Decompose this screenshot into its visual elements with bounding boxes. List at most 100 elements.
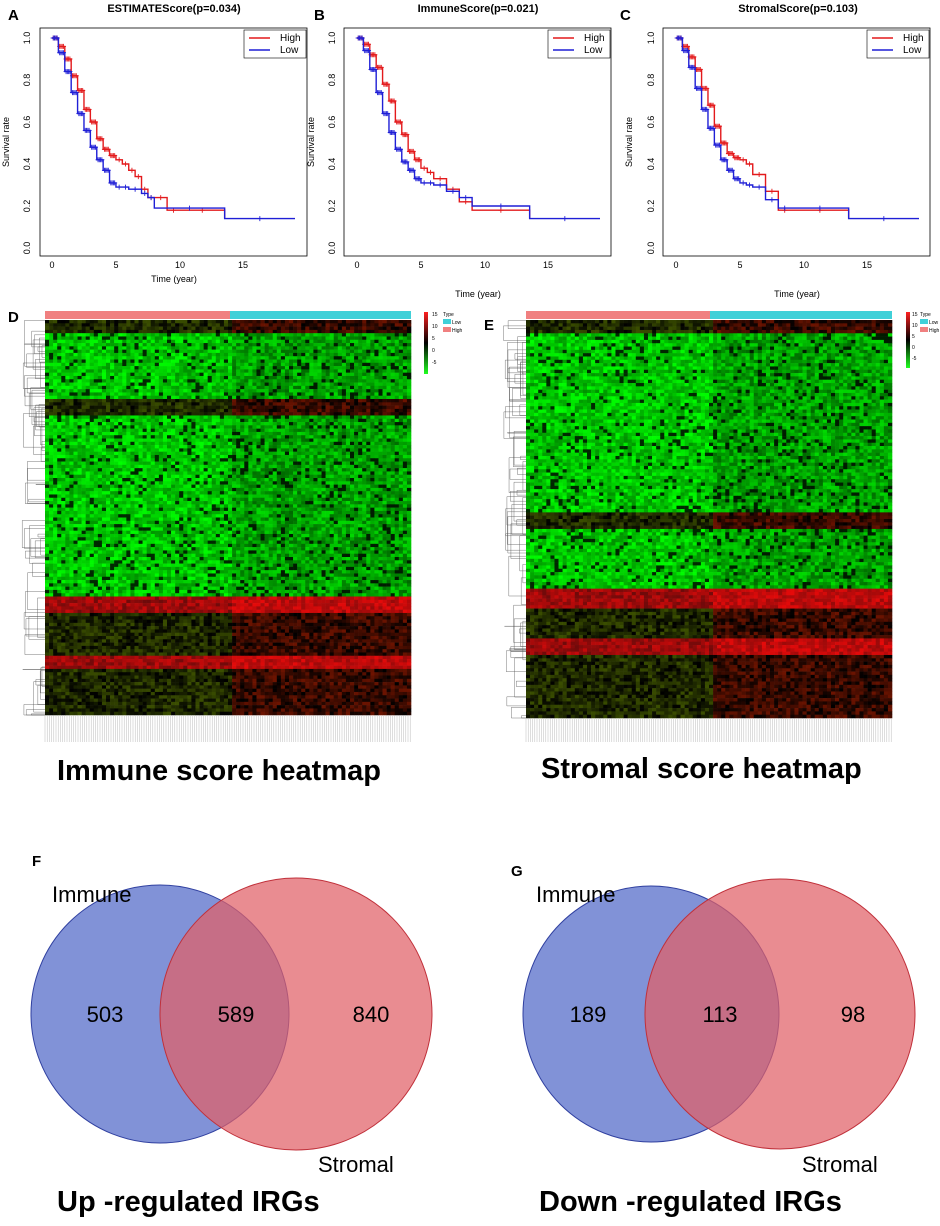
heatmap-cell	[53, 418, 58, 423]
heatmap-cell	[252, 382, 257, 387]
heatmap-cell	[73, 329, 78, 334]
heatmap-cell	[305, 352, 310, 357]
heatmap-cell	[366, 481, 371, 485]
heatmap-cell	[260, 346, 265, 350]
heatmap-cell	[215, 412, 221, 416]
heatmap-cell	[162, 445, 168, 449]
heatmap-cell	[211, 349, 217, 354]
heatmap-cell	[321, 471, 326, 476]
heatmap-cell	[154, 382, 160, 387]
heatmap-cell	[362, 474, 367, 479]
heatmap-cell	[309, 464, 314, 469]
heatmap-cell	[390, 464, 396, 469]
heatmap-cell	[329, 369, 335, 373]
heatmap-cell	[223, 399, 229, 403]
heatmap-cell	[382, 464, 387, 469]
heatmap-cell	[354, 356, 359, 360]
heatmap-cell	[219, 478, 225, 482]
dendrogram-branch	[34, 334, 45, 354]
heatmap-cell	[114, 333, 119, 337]
heatmap-cell	[65, 428, 70, 433]
heatmap-cell	[301, 336, 306, 341]
heatmap-cell	[337, 323, 343, 327]
heatmap-cell	[313, 356, 318, 360]
heatmap-cell	[232, 478, 237, 482]
heatmap-cell	[374, 372, 379, 377]
heatmap-cell	[236, 428, 241, 433]
heatmap-cell	[61, 382, 66, 387]
dendrogram-branch	[24, 388, 45, 407]
heatmap-cell	[333, 329, 339, 334]
heatmap-cell	[390, 425, 396, 429]
heatmap-cell	[333, 352, 339, 357]
heatmap-cell	[179, 352, 184, 357]
heatmap-cell	[345, 454, 351, 459]
heatmap-cell	[81, 320, 86, 324]
heatmap-cell	[154, 333, 160, 337]
heatmap-cell	[73, 356, 78, 360]
heatmap-cell	[183, 468, 188, 472]
heatmap-cell	[53, 369, 58, 373]
heatmap-cell	[73, 333, 78, 337]
heatmap-cell	[93, 435, 99, 439]
heatmap-cell	[207, 349, 213, 354]
heatmap-cell	[325, 415, 330, 420]
censor-mark	[80, 111, 86, 117]
heatmap-cell	[260, 356, 265, 360]
heatmap-cell	[191, 431, 196, 436]
heatmap-cell	[61, 329, 66, 334]
heatmap-cell	[272, 382, 278, 387]
heatmap-cell	[386, 438, 391, 443]
heatmap-cell	[81, 402, 86, 406]
heatmap-cell	[280, 349, 286, 354]
heatmap-cell	[366, 379, 371, 383]
censor-mark	[142, 186, 148, 192]
heatmap-cell	[57, 356, 62, 360]
heatmap-cell	[394, 399, 400, 403]
heatmap-cell	[126, 346, 131, 350]
heatmap-cell	[187, 445, 192, 449]
heatmap-cell	[65, 418, 70, 423]
heatmap-cell	[358, 454, 363, 459]
heatmap-cell	[264, 362, 269, 367]
heatmap-cell	[61, 461, 66, 466]
heatmap-cell	[309, 402, 314, 406]
heatmap-cell	[293, 412, 298, 416]
heatmap-cell	[183, 422, 188, 426]
heatmap-cell	[244, 412, 249, 416]
heatmap-cell	[203, 336, 208, 341]
ytick-label: 0.0	[646, 242, 656, 255]
heatmap-cell	[122, 323, 127, 327]
xtick-label: 15	[862, 260, 872, 270]
heatmap-cell	[114, 454, 119, 459]
heatmap-cell	[89, 468, 95, 472]
heatmap-cell	[118, 425, 123, 429]
heatmap-cell	[97, 422, 103, 426]
heatmap-cell	[77, 343, 82, 347]
heatmap-cell	[284, 405, 290, 410]
heatmap-cell	[240, 359, 245, 364]
heatmap-cell	[89, 352, 95, 357]
heatmap-cell	[301, 435, 306, 439]
heatmap-cell	[45, 415, 50, 420]
heatmap-cell	[402, 468, 408, 472]
heatmap-cell	[69, 382, 74, 387]
heatmap-cell	[333, 385, 339, 390]
heatmap-cell	[57, 343, 62, 347]
heatmap-cell	[305, 359, 310, 364]
heatmap-cell	[248, 369, 253, 373]
heatmap-cell	[138, 438, 143, 443]
heatmap-cell	[325, 438, 330, 443]
heatmap-cell	[272, 458, 278, 462]
heatmap-cell	[252, 385, 257, 390]
heatmap-cell	[317, 385, 322, 390]
heatmap-cell	[150, 320, 156, 324]
heatmap-cell	[321, 474, 326, 479]
heatmap-cell	[232, 408, 237, 413]
censor-mark	[697, 85, 703, 91]
heatmap-cell	[142, 464, 147, 469]
heatmap-cell	[321, 339, 326, 344]
heatmap-cell	[126, 425, 131, 429]
heatmap-cell	[162, 326, 168, 331]
heatmap-cell	[162, 323, 168, 327]
